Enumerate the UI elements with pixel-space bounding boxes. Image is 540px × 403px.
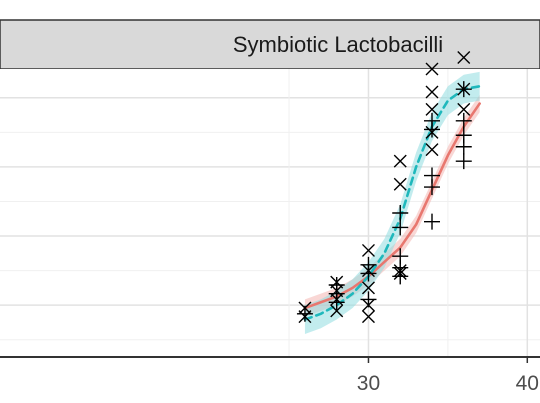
trend-line-1 — [303, 84, 481, 321]
data-point-cross-2 — [330, 304, 344, 318]
data-point-plus-12 — [424, 213, 440, 230]
data-point-cross-14 — [393, 154, 407, 168]
data-points — [296, 50, 472, 324]
data-point-cross-20 — [457, 102, 471, 116]
data-point-cross-22 — [457, 50, 471, 64]
data-point-cross-6 — [361, 310, 375, 324]
data-point-plus-16 — [424, 112, 440, 129]
data-point-cross-8 — [361, 281, 375, 295]
confidence-band-0 — [304, 94, 480, 317]
chart-title: Symbiotic Lactobacilli — [233, 32, 443, 57]
facet-strip: Symbiotic Lactobacilli — [0, 19, 540, 70]
data-point-cross-15 — [425, 143, 439, 157]
data-point-plus-9 — [392, 248, 409, 265]
x-axis: 30 40 — [0, 356, 540, 395]
data-point-plus-10 — [392, 219, 409, 236]
data-point-cross-19 — [425, 62, 439, 76]
grid — [0, 69, 540, 357]
data-point-plus-19 — [455, 127, 472, 144]
confidence-bands — [304, 71, 480, 334]
plot-panel — [0, 69, 540, 357]
data-point-plus-17 — [455, 153, 472, 170]
data-point-plus-11 — [392, 205, 409, 221]
data-point-plus-14 — [424, 167, 440, 184]
data-point-cross-17 — [425, 102, 439, 116]
data-point-cross-10 — [361, 243, 375, 257]
facet-strip-background — [0, 19, 540, 70]
data-point-plus-4 — [360, 291, 377, 308]
data-point-plus-6 — [360, 256, 377, 273]
data-point-cross-13 — [393, 177, 407, 191]
data-point-cross-18 — [425, 85, 439, 99]
data-point-plus-20 — [455, 112, 472, 129]
x-tick-label-1: 40 — [516, 372, 539, 395]
data-point-plus-0 — [296, 305, 313, 322]
x-tick-label-0: 30 — [357, 372, 380, 395]
data-point-plus-3 — [328, 277, 345, 293]
confidence-band-1 — [304, 71, 480, 334]
data-point-plus-21 — [455, 81, 472, 98]
